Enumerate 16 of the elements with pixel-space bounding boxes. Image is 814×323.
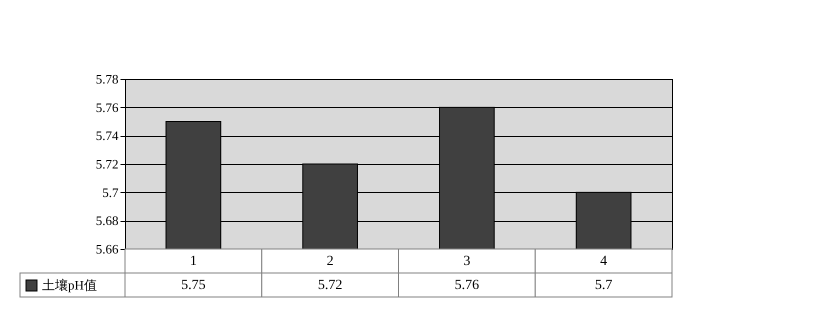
data-label: 5.76 xyxy=(454,278,480,293)
x-tick-label: 2 xyxy=(326,254,334,269)
y-tick-label: 5.68 xyxy=(96,213,118,228)
data-label: 5.72 xyxy=(318,278,342,293)
y-tick-label: 5.78 xyxy=(96,72,118,86)
y-tick-label: 5.66 xyxy=(96,242,119,256)
x-tick-label: 1 xyxy=(190,254,197,269)
y-tick-label: 5.72 xyxy=(96,156,118,172)
data-label: 5.75 xyxy=(181,278,206,293)
x-tick-label: 4 xyxy=(600,254,608,269)
legend-label: 土壤pH值 xyxy=(42,278,97,292)
x-tick-label: 3 xyxy=(463,254,470,269)
data-label: 5.7 xyxy=(594,278,612,293)
y-tick-label: 5.74 xyxy=(96,128,119,144)
y-tick-label: 5.76 xyxy=(96,100,119,115)
y-tick-label: 5.7 xyxy=(102,184,119,200)
